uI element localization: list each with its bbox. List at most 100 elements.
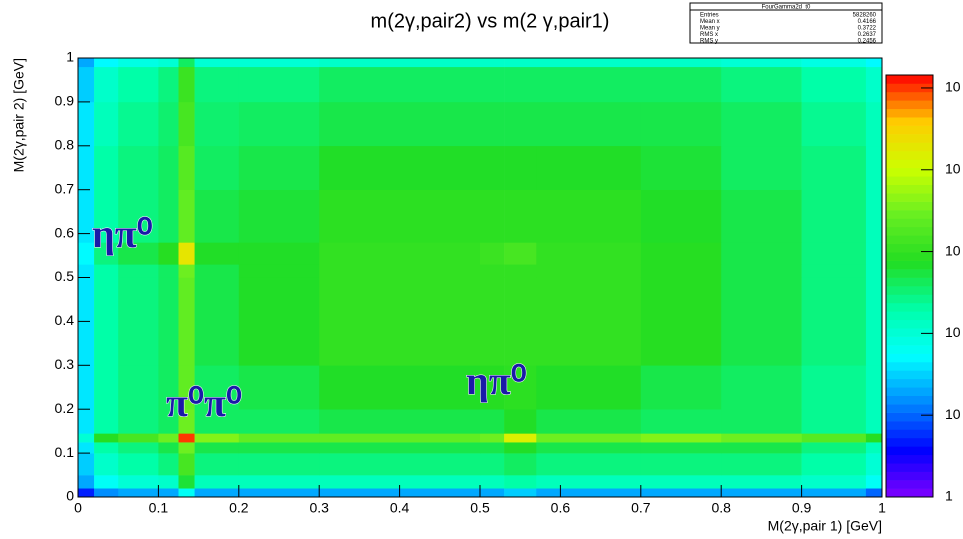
heat-cell (721, 66, 802, 103)
colorbar-swatch (886, 125, 933, 135)
x-tick-label: 0.6 (551, 500, 571, 516)
colorbar-tick-label: 10 (945, 324, 961, 340)
heat-cell (94, 409, 119, 434)
heat-cell (536, 488, 642, 498)
heat-cell (536, 264, 642, 278)
heat-cell (480, 189, 505, 243)
heat-cell (194, 58, 240, 68)
heat-cell (178, 66, 195, 103)
heat-cell (801, 189, 867, 243)
heat-cell (536, 409, 642, 434)
colorbar-swatch (886, 454, 933, 464)
heat-cell (178, 365, 195, 410)
heat-cell (536, 189, 642, 243)
colorbar-swatch (886, 311, 933, 321)
x-tick-label: 0.9 (792, 500, 812, 516)
heat-cell (504, 264, 537, 278)
colorbar-swatch (886, 252, 933, 261)
heat-cell (319, 58, 481, 68)
heat-cell (158, 475, 179, 489)
heat-cell (78, 58, 95, 68)
stats-label: RMS y (700, 39, 718, 45)
heat-cell (721, 442, 802, 454)
heat-cell (801, 58, 867, 68)
colorbar-swatch (886, 193, 933, 202)
heat-cell (865, 475, 883, 489)
heat-cell (865, 442, 883, 454)
heat-cell (504, 242, 537, 265)
heat-cell (178, 433, 195, 443)
heat-cell (178, 488, 195, 498)
heat-cell (721, 365, 802, 410)
colorbar-swatch (886, 134, 933, 143)
heat-cell (94, 453, 119, 476)
heat-cell (640, 101, 722, 147)
heat-cell (480, 264, 505, 278)
heat-cell (480, 433, 505, 443)
colorbar-tick-label: 10 (945, 160, 961, 176)
colorbar-swatch (886, 142, 933, 152)
heat-cell (865, 189, 883, 243)
heat-cell (78, 488, 95, 498)
stats-label: Mean x (700, 19, 720, 25)
heat-cell (178, 277, 195, 366)
x-tick-label: 0.4 (390, 500, 410, 516)
stats-value: 0.4166 (858, 19, 877, 25)
heat-cell (94, 242, 119, 265)
heat-cell (118, 145, 159, 190)
heat-cell (158, 242, 179, 265)
y-tick-label: 0 (66, 488, 74, 504)
colorbar-swatch (886, 345, 933, 354)
heat-cell (78, 442, 95, 454)
colorbar-swatch (886, 91, 933, 101)
heat-cell (178, 58, 195, 68)
colorbar-swatch (886, 336, 933, 346)
heat-cell (319, 242, 481, 265)
colorbar-swatch (886, 378, 933, 388)
heat-cell (480, 66, 505, 103)
heat-cell (865, 277, 883, 366)
colorbar-swatch (886, 429, 933, 439)
heat-cell (194, 189, 240, 243)
heat-cell (78, 242, 95, 265)
heat-cell (238, 433, 320, 443)
heat-cell (504, 66, 537, 103)
colorbar-swatch (886, 226, 933, 236)
heat-cell (178, 189, 195, 243)
colorbar-tick-label: 1 (945, 488, 953, 504)
heat-cell (721, 58, 802, 68)
heat-cell (865, 488, 883, 498)
x-tick-label: 0.7 (631, 500, 651, 516)
heat-cell (504, 409, 537, 434)
heat-cell (118, 433, 159, 443)
heat-cell (94, 442, 119, 454)
heat-cell (118, 475, 159, 489)
colorbar-swatch (886, 83, 933, 93)
y-tick-label: 0.8 (55, 137, 75, 153)
heat-cell (640, 189, 722, 243)
y-tick-label: 0.3 (55, 356, 75, 372)
heat-cell (504, 189, 537, 243)
colorbar-frame (885, 74, 934, 498)
heat-cell (536, 442, 642, 454)
heat-cell (238, 442, 320, 454)
heat-cell (238, 453, 320, 476)
colorbar-swatch (886, 210, 933, 219)
heat-cell (118, 264, 159, 278)
heat-cell (865, 409, 883, 434)
heat-cell (721, 264, 802, 278)
stats-label: Mean y (700, 26, 720, 32)
heat-cell (94, 264, 119, 278)
heat-cell (158, 145, 179, 190)
x-tick-label: 0.8 (711, 500, 731, 516)
heat-cell (94, 488, 119, 498)
heat-cell (194, 409, 240, 434)
heat-cell (158, 409, 179, 434)
heat-cell (640, 433, 722, 443)
y-tick-label: 0.4 (55, 312, 75, 328)
heat-cell (94, 145, 119, 190)
heat-cell (194, 488, 240, 498)
colorbar-swatch (886, 319, 933, 329)
heat-cell (536, 475, 642, 489)
stats-value: 5828260 (853, 13, 877, 19)
